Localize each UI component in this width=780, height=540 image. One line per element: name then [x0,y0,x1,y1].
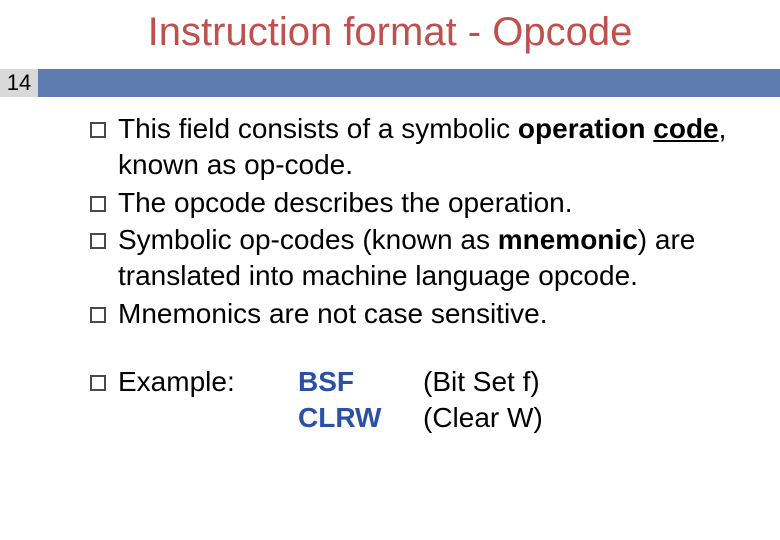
header-bar: 14 [0,69,780,97]
slide-title: Instruction format - Opcode [0,0,780,69]
page-number: 14 [0,69,38,97]
bullet-text: The opcode describes the operation. [118,187,573,218]
example-desc: (Clear W) [423,400,543,436]
example-list: Example: BSF (Bit Set f) CLRW (Clear W) [90,364,750,436]
bullet-item: Mnemonics are not case sensitive. [90,296,750,332]
bullet-item: Symbolic op-codes (known as mnemonic) ar… [90,222,750,294]
bullet-bold-underline: code [653,113,718,144]
bullet-text: This field consists of a symbolic [118,113,518,144]
bullet-list: This field consists of a symbolic operat… [90,111,750,332]
bullet-bold: mnemonic [498,224,638,255]
example-label: Example: [118,364,298,436]
slide-title-text: Instruction format - Opcode [148,10,633,54]
bullet-text: Symbolic op-codes (known as [118,224,498,255]
example-row: CLRW (Clear W) [298,400,750,436]
accent-bar [38,69,780,97]
bullet-text: Mnemonics are not case sensitive. [118,298,548,329]
example-mnemonic: BSF [298,364,423,400]
bullet-bold: operation [518,113,646,144]
slide-content: This field consists of a symbolic operat… [0,97,780,436]
bullet-item: This field consists of a symbolic operat… [90,111,750,183]
example-table: BSF (Bit Set f) CLRW (Clear W) [298,364,750,436]
bullet-item: The opcode describes the operation. [90,185,750,221]
example-row: BSF (Bit Set f) [298,364,750,400]
example-item: Example: BSF (Bit Set f) CLRW (Clear W) [90,364,750,436]
example-mnemonic: CLRW [298,400,423,436]
example-desc: (Bit Set f) [423,364,540,400]
